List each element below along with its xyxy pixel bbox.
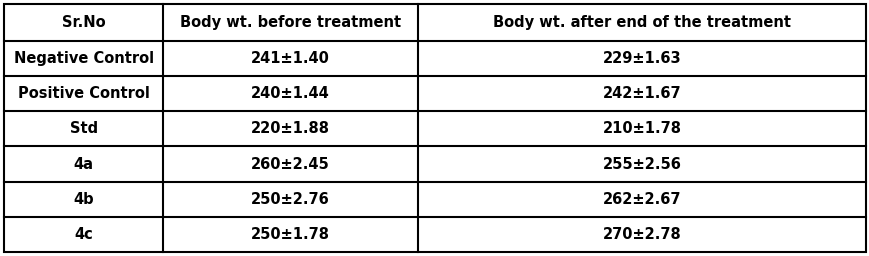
Text: Body wt. before treatment: Body wt. before treatment xyxy=(180,15,401,30)
Text: 270±2.78: 270±2.78 xyxy=(602,227,680,242)
Text: 242±1.67: 242±1.67 xyxy=(602,86,680,101)
Text: 250±2.76: 250±2.76 xyxy=(251,192,329,207)
Text: 210±1.78: 210±1.78 xyxy=(601,121,680,136)
Text: Sr.No: Sr.No xyxy=(62,15,105,30)
Text: 262±2.67: 262±2.67 xyxy=(602,192,680,207)
Text: 229±1.63: 229±1.63 xyxy=(602,51,680,66)
Text: 4a: 4a xyxy=(74,157,94,172)
Text: Std: Std xyxy=(70,121,97,136)
Text: 255±2.56: 255±2.56 xyxy=(601,157,680,172)
Text: 241±1.40: 241±1.40 xyxy=(251,51,329,66)
Text: Body wt. after end of the treatment: Body wt. after end of the treatment xyxy=(493,15,790,30)
Text: 240±1.44: 240±1.44 xyxy=(251,86,329,101)
Text: Positive Control: Positive Control xyxy=(17,86,149,101)
Text: 4c: 4c xyxy=(74,227,93,242)
Text: 250±1.78: 250±1.78 xyxy=(251,227,329,242)
Text: Negative Control: Negative Control xyxy=(14,51,154,66)
Text: 220±1.88: 220±1.88 xyxy=(251,121,329,136)
Text: 260±2.45: 260±2.45 xyxy=(251,157,329,172)
Text: 4b: 4b xyxy=(73,192,94,207)
